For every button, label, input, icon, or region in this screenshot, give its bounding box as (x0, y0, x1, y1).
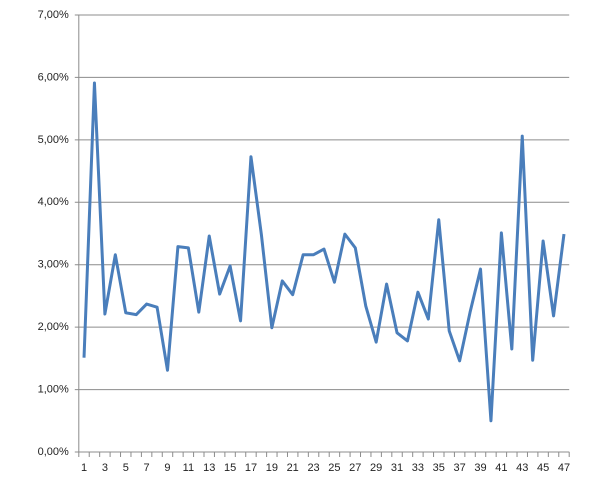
y-tick-label: 4,00% (38, 196, 69, 208)
x-tick-label: 15 (224, 462, 236, 474)
x-tick-label: 17 (245, 462, 257, 474)
x-tick-label: 25 (328, 462, 340, 474)
y-tick-label: 2,00% (38, 321, 69, 333)
x-tick-label: 37 (454, 462, 466, 474)
x-tick-label: 7 (144, 462, 150, 474)
y-tick-label: 6,00% (38, 71, 69, 83)
x-tick-label: 21 (287, 462, 299, 474)
y-tick-label: 0,00% (38, 446, 69, 458)
x-tick-label: 27 (349, 462, 361, 474)
x-tick-label: 29 (370, 462, 382, 474)
x-tick-label: 31 (391, 462, 403, 474)
y-tick-label: 5,00% (38, 134, 69, 146)
x-tick-label: 45 (537, 462, 549, 474)
x-tick-label: 13 (203, 462, 215, 474)
y-tick-label: 3,00% (38, 259, 69, 271)
data-line (82, 81, 566, 423)
x-tick-label: 1 (81, 462, 87, 474)
x-tick-label: 9 (164, 462, 170, 474)
x-tick-label: 47 (558, 462, 570, 474)
x-tick-label: 39 (474, 462, 486, 474)
y-tick-label: 1,00% (38, 383, 69, 395)
x-tick-label: 3 (102, 462, 108, 474)
x-tick-label: 35 (433, 462, 445, 474)
x-tick-label: 23 (307, 462, 319, 474)
x-tick-label: 11 (183, 462, 194, 474)
x-tick-label: 5 (123, 462, 129, 474)
x-tick-label: 19 (266, 462, 278, 474)
x-tick-label: 43 (516, 462, 528, 474)
x-tick-label: 33 (412, 462, 424, 474)
y-tick-label: 7,00% (38, 9, 69, 21)
x-tick-label: 41 (495, 462, 507, 474)
